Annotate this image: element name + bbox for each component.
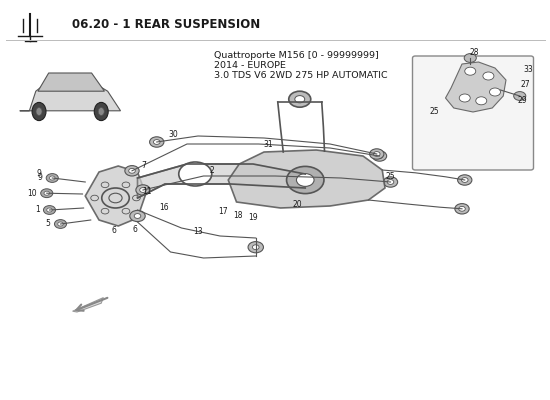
Text: 06.20 - 1 REAR SUSPENSION: 06.20 - 1 REAR SUSPENSION (72, 18, 260, 31)
Text: Quattroporte M156 [0 - 99999999]: Quattroporte M156 [0 - 99999999] (214, 51, 380, 60)
Text: 3.0 TDS V6 2WD 275 HP AUTOMATIC: 3.0 TDS V6 2WD 275 HP AUTOMATIC (214, 72, 388, 80)
Text: 1: 1 (35, 206, 40, 214)
Circle shape (287, 166, 324, 194)
Text: 19: 19 (248, 214, 258, 222)
Circle shape (32, 102, 46, 120)
Circle shape (129, 168, 135, 173)
Polygon shape (446, 62, 506, 112)
Circle shape (47, 208, 52, 212)
Circle shape (373, 152, 380, 156)
Text: 2: 2 (210, 166, 214, 175)
Circle shape (179, 162, 212, 186)
Text: 11: 11 (142, 188, 152, 196)
Circle shape (372, 151, 387, 161)
Circle shape (458, 175, 472, 185)
Text: 33: 33 (523, 66, 533, 74)
Text: 10: 10 (27, 189, 37, 198)
Circle shape (461, 178, 468, 182)
Circle shape (464, 54, 476, 62)
Circle shape (140, 188, 146, 192)
Circle shape (153, 140, 160, 144)
Circle shape (43, 206, 56, 214)
Text: 30: 30 (168, 130, 178, 139)
Circle shape (383, 177, 398, 187)
Text: 25: 25 (386, 172, 395, 181)
Circle shape (514, 92, 526, 100)
Text: 9: 9 (37, 174, 42, 182)
Circle shape (248, 242, 263, 253)
Circle shape (296, 174, 314, 186)
Circle shape (459, 94, 470, 102)
Text: 31: 31 (263, 140, 273, 149)
Circle shape (41, 189, 53, 198)
Polygon shape (85, 166, 146, 226)
Circle shape (36, 108, 42, 116)
Text: 20: 20 (292, 200, 302, 209)
Polygon shape (228, 150, 385, 208)
Circle shape (58, 222, 63, 226)
Text: 28: 28 (469, 48, 479, 57)
Text: 18: 18 (233, 211, 243, 220)
Polygon shape (20, 83, 120, 111)
Circle shape (44, 191, 50, 195)
Text: 7: 7 (142, 162, 146, 170)
Circle shape (50, 176, 55, 180)
Circle shape (98, 108, 105, 116)
Text: 27: 27 (520, 80, 530, 89)
Circle shape (455, 204, 469, 214)
Circle shape (476, 97, 487, 105)
Circle shape (483, 72, 494, 80)
Circle shape (150, 137, 164, 147)
Circle shape (387, 180, 394, 184)
Text: 16: 16 (159, 204, 169, 212)
Circle shape (54, 220, 67, 228)
Text: 2014 - EUROPE: 2014 - EUROPE (214, 61, 287, 70)
Circle shape (295, 96, 305, 103)
Text: 25: 25 (430, 108, 439, 116)
Text: 6: 6 (112, 226, 117, 235)
Circle shape (130, 210, 145, 222)
Text: 17: 17 (218, 208, 228, 216)
Circle shape (252, 245, 259, 250)
Text: 13: 13 (193, 227, 203, 236)
Circle shape (376, 154, 383, 158)
Polygon shape (138, 164, 305, 198)
Text: 6: 6 (133, 225, 137, 234)
Text: 29: 29 (518, 96, 527, 105)
Circle shape (136, 185, 150, 195)
Circle shape (289, 91, 311, 107)
Circle shape (46, 174, 58, 182)
Circle shape (94, 102, 108, 120)
FancyBboxPatch shape (412, 56, 534, 170)
Polygon shape (38, 73, 104, 91)
Circle shape (459, 206, 465, 211)
Circle shape (370, 149, 384, 159)
Circle shape (134, 214, 141, 218)
Text: 5: 5 (46, 220, 51, 228)
Text: 9: 9 (36, 169, 41, 178)
Circle shape (490, 88, 500, 96)
Polygon shape (73, 298, 103, 312)
Circle shape (125, 166, 139, 176)
Circle shape (465, 67, 476, 75)
